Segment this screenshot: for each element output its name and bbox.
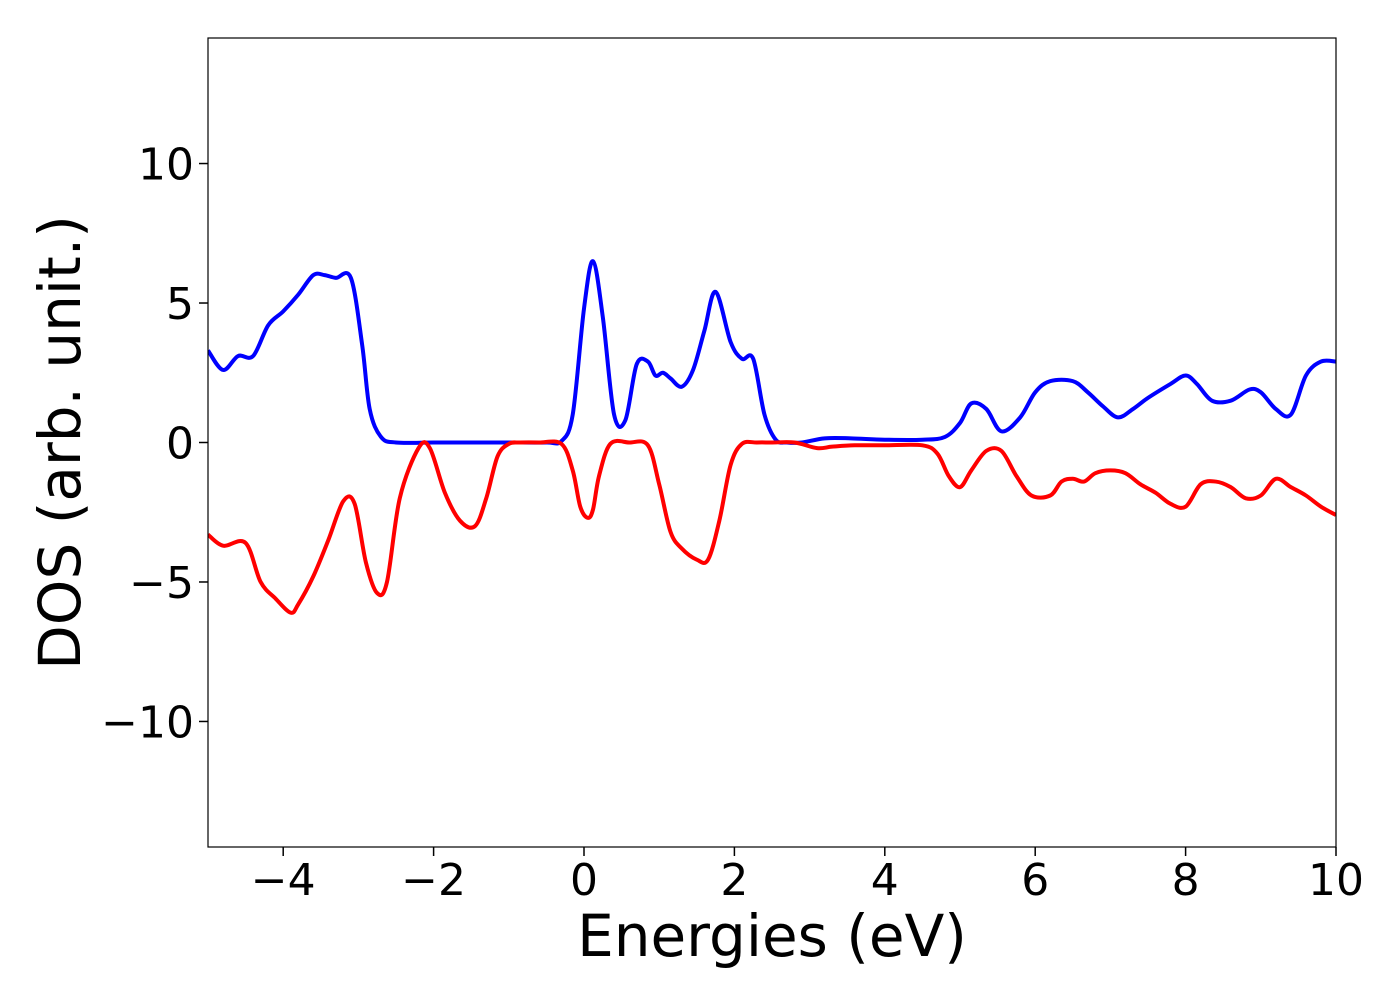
- plot-frame: [207, 37, 1337, 848]
- series-line-red: [208, 438, 1336, 615]
- y-tick-label: 0: [166, 419, 194, 470]
- x-tick-label: 4: [871, 855, 899, 906]
- y-tick-label: 10: [138, 140, 194, 191]
- x-axis-title: Energies (eV): [577, 902, 967, 970]
- x-tick-label: 0: [570, 855, 598, 906]
- x-tick-label: −4: [251, 855, 316, 906]
- ticks-layer: −4 −2 0 2 4 6 8 10 −10 −5 0 5 10: [101, 140, 1364, 906]
- y-axis-title: DOS (arb. unit.): [26, 215, 94, 670]
- x-tick-label: −2: [401, 855, 466, 906]
- x-tick-label: 10: [1308, 855, 1364, 906]
- x-tick-label: 2: [720, 855, 748, 906]
- y-tick-label: −5: [129, 558, 194, 609]
- x-tick-label: 8: [1172, 855, 1200, 906]
- series-layer: [208, 259, 1336, 615]
- y-tick-label: 5: [166, 279, 194, 330]
- y-tick-label: −10: [101, 697, 194, 748]
- x-tick-label: 6: [1021, 855, 1049, 906]
- series-line-blue: [208, 259, 1336, 446]
